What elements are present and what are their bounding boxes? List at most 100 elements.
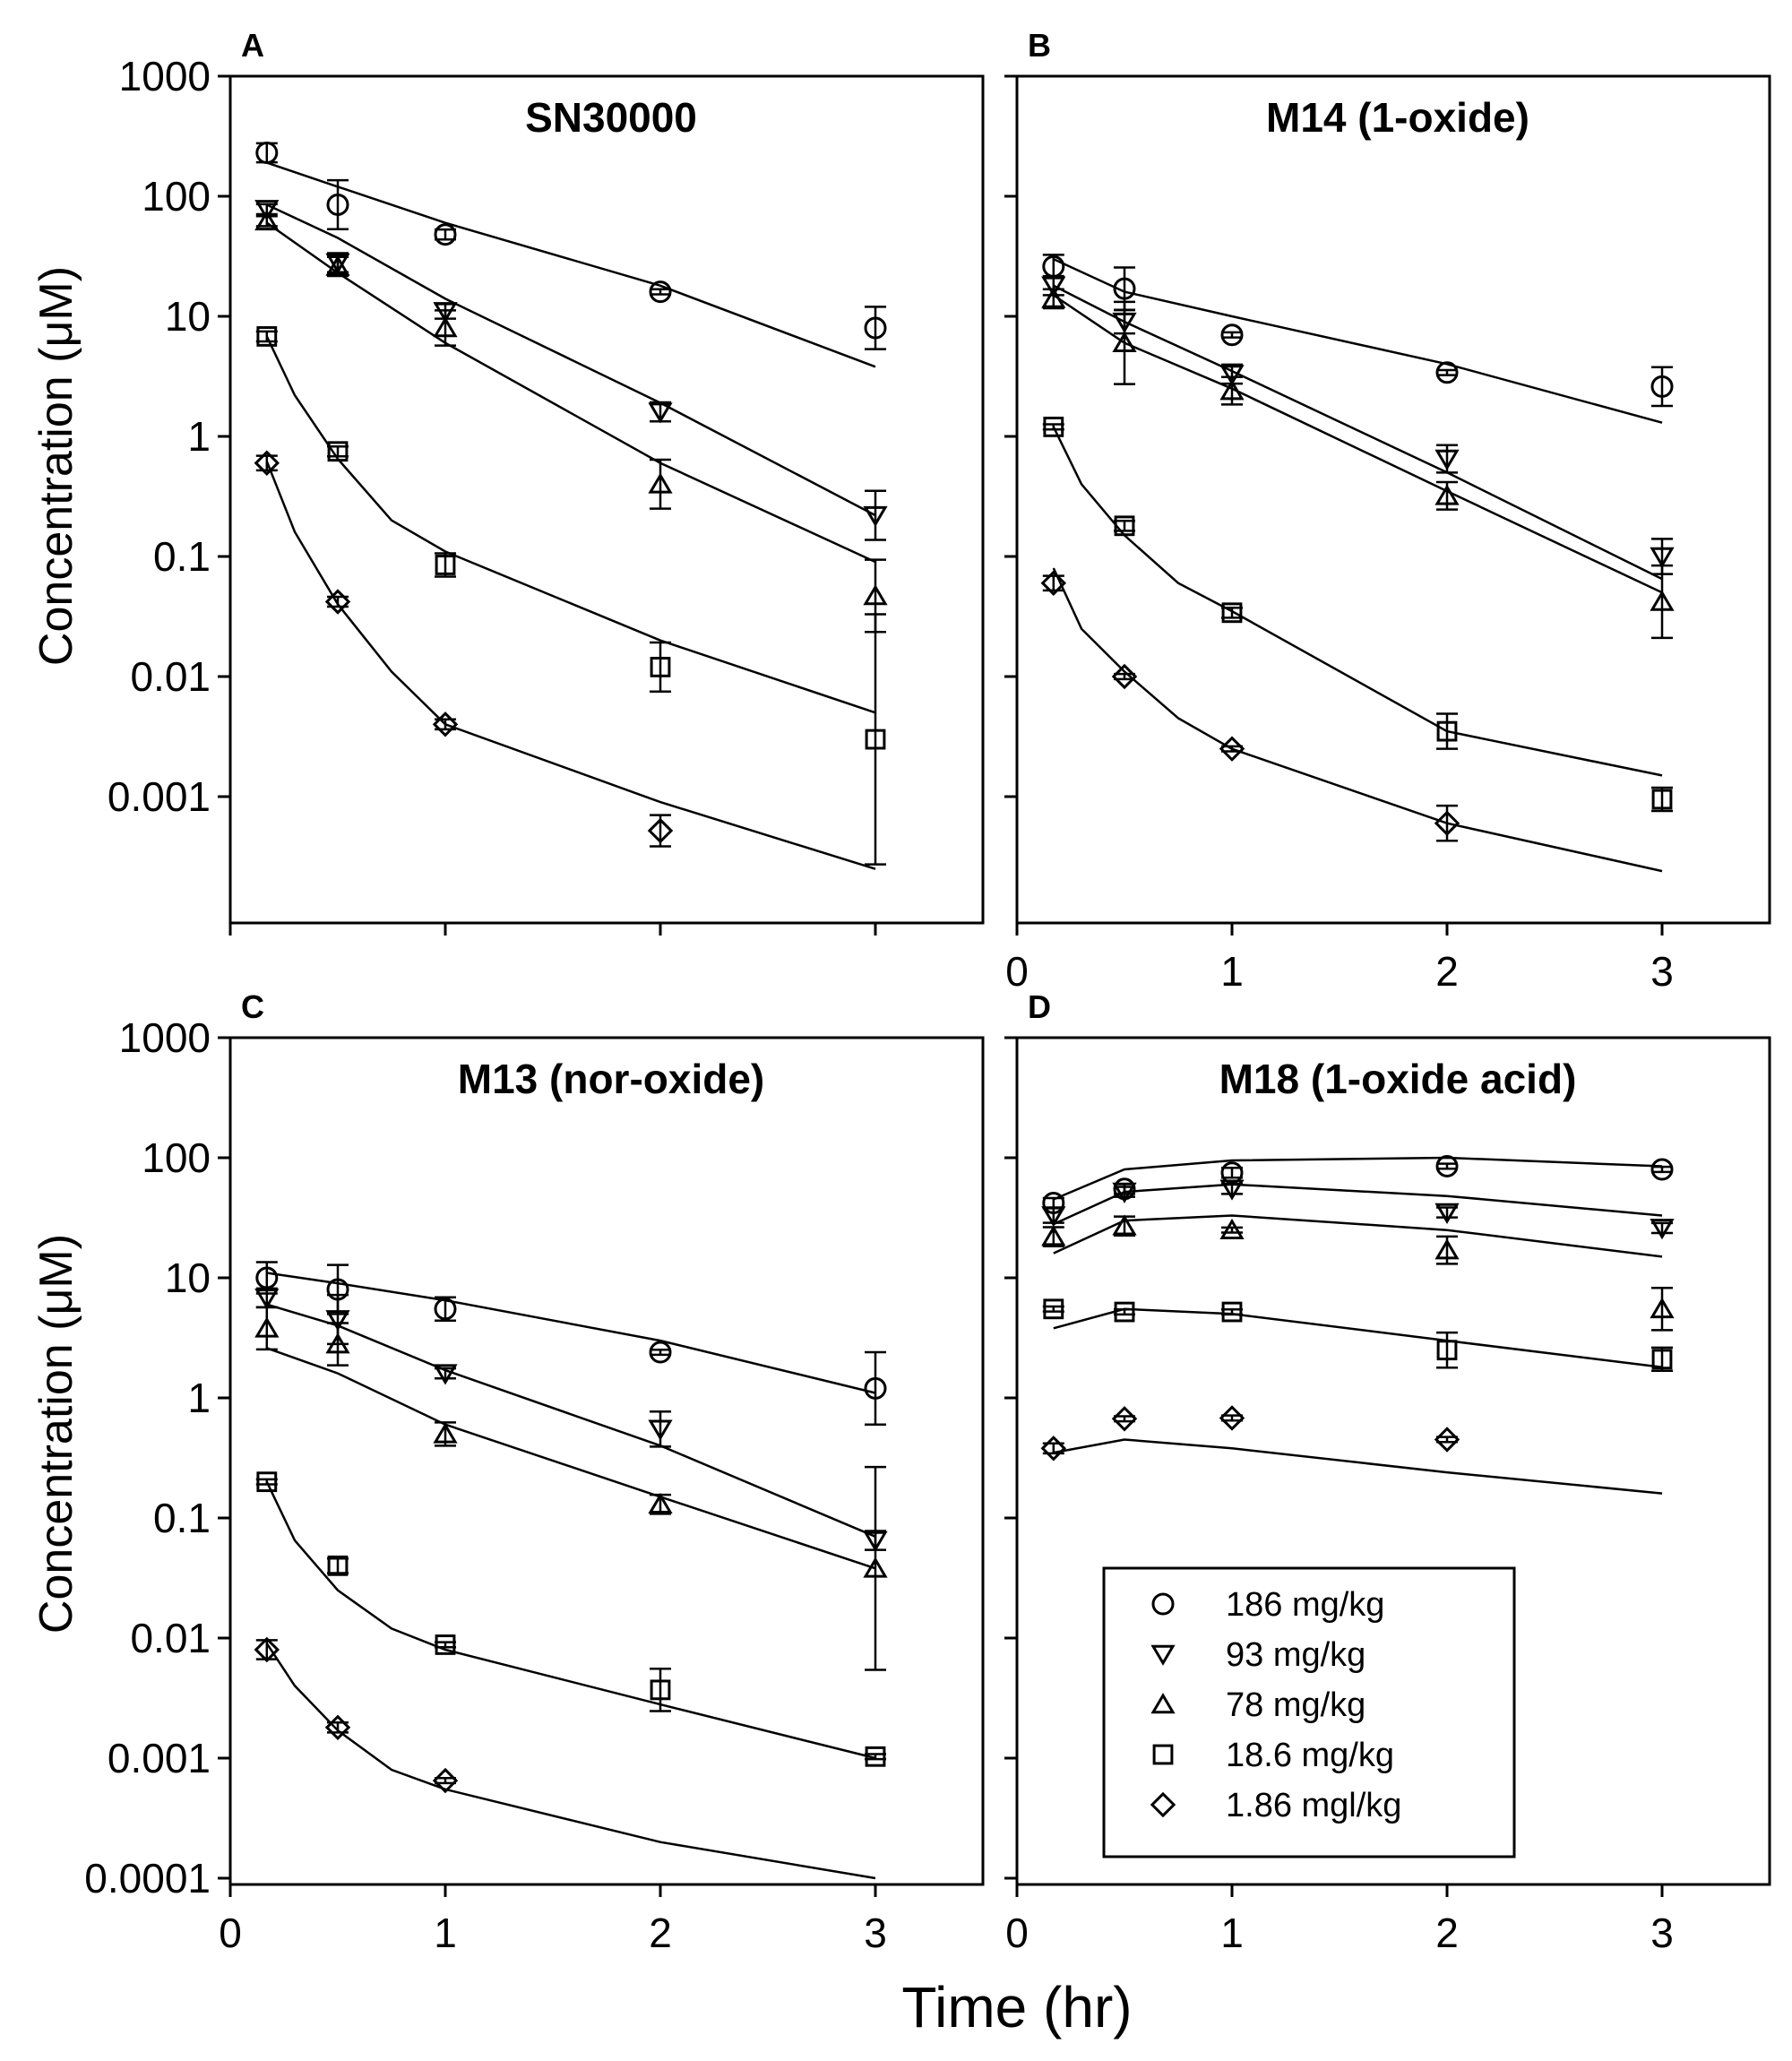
x-tick-label: 1 <box>1220 948 1244 995</box>
data-point <box>1220 323 1244 347</box>
y-tick-label: 0.01 <box>130 1615 211 1661</box>
data-point <box>254 1636 280 1663</box>
data-point <box>256 326 278 347</box>
data-point <box>1219 1218 1245 1239</box>
data-point <box>254 1316 280 1338</box>
legend-label: 93 mg/kg <box>1226 1636 1366 1674</box>
data-point <box>326 193 349 216</box>
panel-title: SN30000 <box>525 94 697 141</box>
series-2 <box>1041 274 1675 581</box>
data-point <box>649 280 672 304</box>
series-4 <box>255 1471 886 1767</box>
x-axis-title: Time (hr) <box>901 1975 1132 2039</box>
legend-marker <box>1150 1644 1176 1666</box>
x-tick-label: 0 <box>1005 1910 1029 1956</box>
data-point <box>1041 276 1066 298</box>
panel-frame <box>1015 1036 1771 1886</box>
data-point <box>1434 1238 1460 1260</box>
x-tick-label: 2 <box>1435 1910 1459 1956</box>
series-2 <box>1041 1179 1675 1240</box>
data-point <box>1041 1225 1066 1246</box>
fit-line <box>1052 567 1663 873</box>
data-point <box>434 223 457 246</box>
data-point <box>1650 1158 1674 1181</box>
data-point <box>254 1289 280 1310</box>
data-point <box>325 254 350 276</box>
legend-label: 186 mg/kg <box>1226 1586 1384 1624</box>
fit-line <box>266 203 876 517</box>
data-point <box>325 253 350 274</box>
data-point <box>1219 379 1245 401</box>
panel-b: 0 1 2 3 B M14 (1-oxide) <box>1004 27 1771 995</box>
y-tick-label: 0.001 <box>108 773 211 820</box>
data-point <box>1434 449 1460 470</box>
data-point <box>1219 365 1245 386</box>
fit-line <box>265 1481 876 1760</box>
panel-title: M14 (1-oxide) <box>1266 94 1529 141</box>
data-point <box>648 472 673 494</box>
data-point <box>1219 1179 1245 1201</box>
data-point <box>434 1298 457 1321</box>
data-point <box>1651 1349 1673 1370</box>
x-tick-label: 0 <box>219 1910 242 1956</box>
series-5 <box>254 450 876 870</box>
data-point <box>254 209 280 231</box>
data-point <box>1434 484 1460 505</box>
legend-label: 1.86 mgl/kg <box>1226 1787 1401 1824</box>
data-point <box>1112 331 1137 353</box>
fit-line <box>1053 257 1663 424</box>
data-point <box>255 142 279 165</box>
legend-marker <box>1151 1592 1175 1616</box>
data-point <box>1434 1203 1460 1224</box>
fit-line <box>1053 1156 1663 1201</box>
data-point <box>256 1471 278 1493</box>
series-1 <box>1042 254 1674 424</box>
data-point <box>865 1746 886 1767</box>
series-3 <box>254 209 888 634</box>
fit-line <box>266 1347 876 1570</box>
data-point <box>1043 416 1064 437</box>
data-point <box>1040 1436 1067 1462</box>
data-point <box>1221 1301 1243 1323</box>
data-point <box>1436 1340 1458 1361</box>
data-point <box>864 316 887 340</box>
y-tick-label: 0.1 <box>153 1495 211 1541</box>
series-3 <box>1041 1214 1675 1332</box>
y-tick-label: 0.0001 <box>84 1855 211 1901</box>
series-4 <box>255 326 886 866</box>
x-tick-label: 0 <box>1005 948 1029 995</box>
data-point <box>1220 1161 1244 1185</box>
data-point <box>1650 1219 1675 1240</box>
data-point <box>325 1310 350 1332</box>
series-1 <box>1042 1154 1674 1214</box>
series-3 <box>254 1306 888 1671</box>
data-point <box>324 589 351 615</box>
x-tick-label: 2 <box>1435 948 1459 995</box>
y-tick-label: 1 <box>187 1375 211 1421</box>
fit-line <box>1052 426 1663 777</box>
data-point <box>433 302 458 323</box>
data-point <box>863 505 888 527</box>
y-tick-label: 10 <box>165 1255 211 1301</box>
fit-line <box>1053 1214 1663 1258</box>
data-point <box>1434 810 1460 836</box>
data-point <box>432 711 459 737</box>
x-tick-label: 3 <box>1650 1910 1674 1956</box>
data-point <box>1436 720 1458 742</box>
legend-label: 78 mg/kg <box>1226 1686 1366 1724</box>
series-1 <box>255 1261 887 1426</box>
legend-marker <box>1150 1693 1176 1714</box>
data-point <box>863 584 888 606</box>
fit-line <box>1053 294 1663 594</box>
data-point <box>433 1422 458 1444</box>
panel-letter: B <box>1028 27 1051 64</box>
panel-frame <box>228 74 985 925</box>
y-tick-label: 100 <box>142 173 211 220</box>
fit-line <box>266 1303 876 1538</box>
legend: 186 mg/kg 93 mg/kg 78 mg/kg 18.6 mg/kg 1.86 … <box>1102 1566 1516 1858</box>
data-point <box>1435 361 1459 384</box>
panel-letter: A <box>241 27 264 64</box>
data-point <box>1650 547 1675 568</box>
